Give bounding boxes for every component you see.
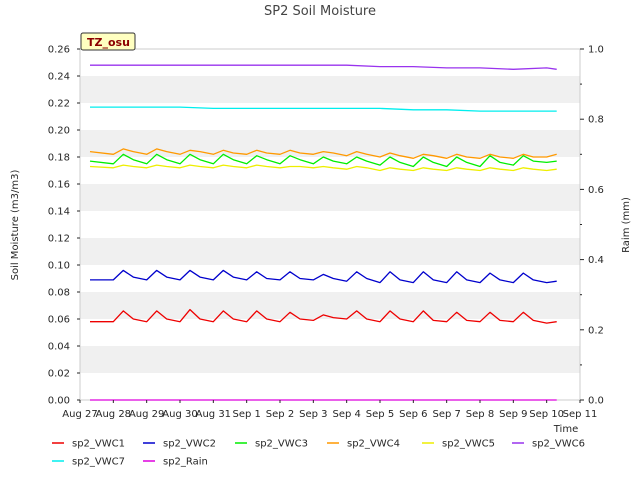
x-axis-title: Time [553,424,578,435]
y-tick-label: 0.24 [48,72,70,83]
y2-tick-label: 0.6 [588,185,604,196]
y-tick-label: 0.22 [48,99,70,110]
series-line-sp2_VWC1 [90,308,557,324]
y-tick-label: 0.26 [48,45,70,56]
y-tick-label: 0.10 [48,261,70,272]
x-tick-label: Aug 29 [129,409,164,420]
x-tick-label: Sep 7 [432,409,460,420]
legend-label: sp2_VWC4 [347,439,400,450]
y-tick-label: 0.14 [48,207,70,218]
x-tick-label: Sep 10 [529,409,564,420]
y-tick-label: 0.12 [48,234,70,245]
y2-tick-label: 0.4 [588,255,604,266]
x-tick-label: Sep 9 [499,409,527,420]
x-tick-label: Aug 27 [62,409,97,420]
x-tick-label: Sep 5 [366,409,394,420]
x-tick-label: Aug 30 [162,409,197,420]
x-tick-label: Sep 3 [299,409,327,420]
series-line-sp2_VWC3 [89,153,557,168]
y2-tick-label: 1.0 [588,45,604,56]
x-tick-label: Sep 6 [399,409,427,420]
y-axis-title: Soil Moisture (m3/m3) [10,170,21,281]
legend-label: sp2_Rain [163,457,208,468]
y-tick-label: 0.16 [48,180,70,191]
series-lines [89,64,557,401]
legend-label: sp2_VWC1 [72,439,125,450]
y-tick-label: 0.02 [48,369,70,380]
x-tick-label: Sep 11 [563,409,598,420]
x-tick-label: Sep 4 [332,409,360,420]
legend-label: sp2_VWC7 [72,457,125,468]
x-tick-label: Aug 28 [96,409,131,420]
x-tick-label: Sep 1 [232,409,260,420]
grid-bands [80,76,580,373]
grid-band [80,238,580,265]
y2-tick-label: 0.8 [588,115,604,126]
series-line-sp2_VWC6 [90,64,557,70]
legend-label: sp2_VWC2 [163,439,216,450]
y-tick-label: 0.00 [48,396,70,407]
legend-label: sp2_VWC5 [442,439,495,450]
chart-title: SP2 Soil Moisture [264,4,376,19]
x-tick-label: Sep 8 [466,409,494,420]
axes: 0.00 0.02 0.04 0.06 0.08 0.10 0.12 0.14 0.16 0.18… [48,45,604,421]
legend-label: sp2_VWC3 [255,439,308,450]
y-tick-label: 0.20 [48,126,70,137]
series-line-sp2_VWC5 [89,164,557,172]
grid-band [80,346,580,373]
y2-tick-label: 0.0 [588,396,604,407]
site-label-box: TZ_osu [80,32,136,51]
y-tick-label: 0.04 [48,342,70,353]
grid-band [80,184,580,211]
legend: sp2_VWC1 sp2_VWC2 sp2_VWC3 sp2_VWC4 sp2_VWC5… [52,439,585,468]
grid-band [80,76,580,103]
series-line-sp2_VWC4 [89,148,557,159]
y2-axis-title: Raim (mm) [621,197,632,253]
series-line-sp2_VWC7 [90,106,557,112]
y-tick-label: 0.06 [48,315,70,326]
x-tick-label: Aug 31 [196,409,231,420]
y2-tick-label: 0.2 [588,325,604,336]
x-tick-label: Sep 2 [266,409,294,420]
legend-label: sp2_VWC6 [532,439,585,450]
grid-band [80,292,580,319]
y-tick-label: 0.18 [48,153,70,164]
site-label: TZ_osu [87,36,130,49]
y-tick-label: 0.08 [48,288,70,299]
series-line-sp2_VWC2 [90,269,557,284]
